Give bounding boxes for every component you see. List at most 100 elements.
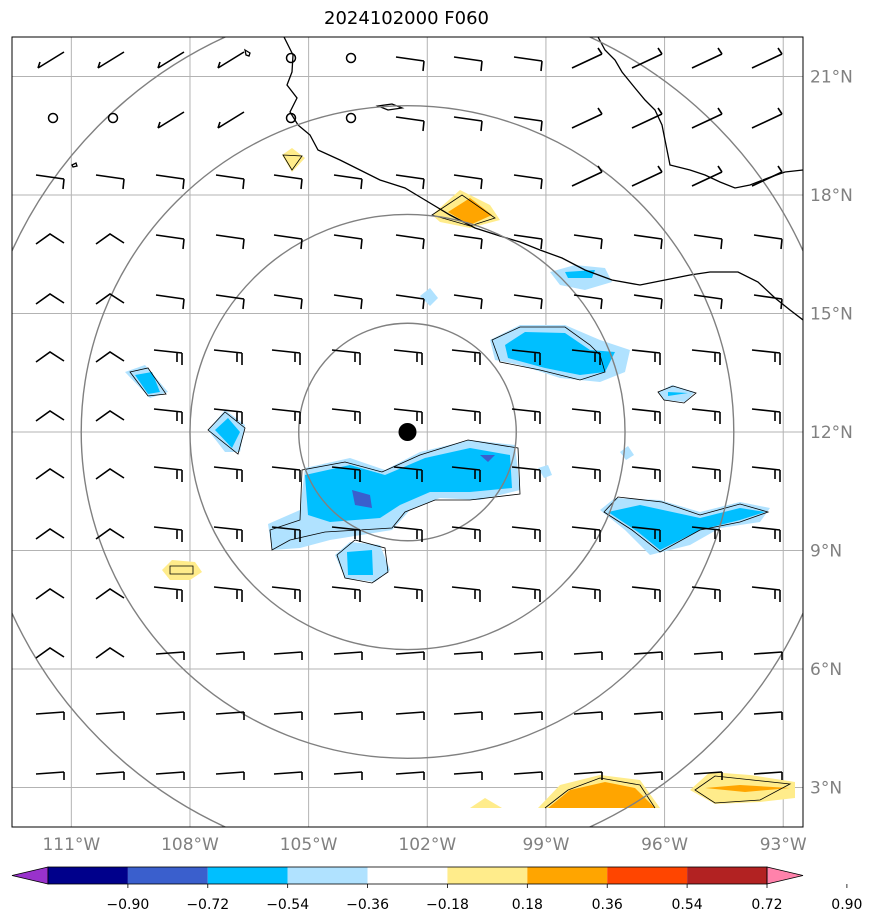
anomaly-contour: [544, 777, 656, 809]
anomaly-contour: [169, 565, 194, 575]
positive-anomaly-core: [448, 198, 492, 225]
wind-barb: [451, 466, 481, 482]
anomaly-contour: [336, 539, 389, 584]
anomaly-shading: [125, 148, 795, 809]
wind-barb: [693, 771, 723, 780]
wind-barb: [691, 349, 721, 365]
wind-barb: [213, 586, 243, 602]
colorbar-segment: [207, 867, 288, 884]
wind-barb: [215, 294, 245, 310]
positive-anomaly-core: [705, 785, 790, 792]
wind-barb: [215, 711, 245, 720]
wind-barb: [273, 711, 303, 720]
wind-barb: [393, 349, 423, 365]
colorbar-tick-label: −0.36: [346, 897, 389, 913]
wind-barb: [633, 234, 663, 250]
longitude-tick-label: 93°W: [760, 835, 807, 855]
wind-barb: [213, 349, 243, 365]
colorbar: [11, 866, 804, 885]
colorbar-tick-label: 0.54: [672, 897, 703, 913]
wind-barb: [35, 528, 65, 540]
negative-anomaly-strong: [480, 455, 495, 462]
wind-barb: [35, 293, 65, 305]
wind-barb: [631, 408, 661, 424]
latitude-tick-label: 3°N: [810, 779, 842, 799]
colorbar-segment: [687, 867, 767, 884]
anomaly-contour: [282, 154, 303, 171]
range-ring: [80, 105, 735, 759]
anomaly-contour: [694, 775, 792, 804]
map-title: 2024102000 F060: [324, 8, 489, 29]
wind-barb: [35, 233, 65, 245]
wind-barb: [453, 711, 483, 720]
wind-barb: [631, 165, 663, 187]
negative-anomaly-core: [135, 372, 160, 394]
wind-barb: [35, 771, 65, 780]
map-frame: [11, 36, 804, 828]
colorbar-tick-label: 0.36: [592, 897, 623, 913]
wind-barb: [217, 111, 245, 129]
wind-barb: [513, 174, 543, 190]
wind-barb: [155, 234, 185, 250]
calm-wind-marker: [47, 112, 59, 124]
latitude-tick-label: 18°N: [810, 186, 853, 206]
wind-barb: [153, 349, 183, 365]
wind-barb: [395, 174, 425, 190]
wind-barb: [751, 466, 781, 482]
wind-barb: [155, 711, 185, 720]
wind-barb: [573, 711, 603, 720]
wind-barb: [215, 771, 245, 780]
wind-barb: [35, 351, 65, 363]
negative-anomaly-strong: [352, 490, 372, 508]
calm-wind-marker: [285, 112, 297, 124]
wind-barb: [333, 771, 363, 780]
wind-barb: [273, 294, 303, 310]
wind-barb: [393, 466, 423, 482]
wind-barb: [631, 107, 663, 129]
colorbar-max-extend: [766, 866, 804, 885]
wind-barb: [95, 468, 125, 480]
wind-barb: [213, 408, 243, 424]
wind-barb: [453, 771, 483, 780]
wind-barb: [571, 47, 603, 69]
calm-wind-marker: [285, 52, 297, 64]
wind-barb: [331, 466, 361, 482]
wind-barb: [573, 771, 603, 780]
wind-barb: [693, 294, 723, 310]
wind-barb: [691, 586, 721, 602]
positive-anomaly-area: [282, 148, 305, 172]
wind-barb: [631, 349, 661, 365]
anomaly-contour: [657, 385, 697, 404]
latitude-tick-label: 12°N: [810, 423, 853, 443]
range-ring: [12, 37, 803, 827]
negative-anomaly-core: [347, 550, 373, 575]
wind-barb: [513, 711, 543, 720]
wind-barb: [95, 647, 125, 659]
colorbar-tick-label: 0.18: [512, 897, 543, 913]
colorbar-segment: [48, 867, 128, 884]
negative-anomaly-area: [620, 446, 634, 460]
wind-barb: [693, 651, 723, 660]
negative-anomaly-core: [215, 418, 240, 448]
longitude-labels: 111°W 108°W 105°W 102°W 99°W 96°W 93°W: [42, 835, 806, 855]
wind-barb: [95, 588, 125, 600]
wind-barb: [271, 408, 301, 424]
latitude-labels: 21°N 18°N 15°N 12°N 9°N 6°N 3°N: [810, 68, 853, 799]
wind-barb: [35, 468, 65, 480]
wind-barb: [95, 528, 125, 540]
wind-barb: [571, 408, 601, 424]
wind-barb: [451, 349, 481, 365]
wind-barb: [693, 711, 723, 720]
wind-barb: [395, 294, 425, 310]
negative-anomaly-core: [565, 270, 595, 278]
negative-anomaly-core: [668, 392, 688, 396]
anomaly-contour: [431, 194, 496, 227]
wind-barb: [333, 234, 363, 250]
wind-barb: [35, 711, 65, 720]
wind-barb: [633, 711, 663, 720]
longitude-tick-label: 99°W: [522, 835, 569, 855]
colorbar-tick-label: −0.18: [426, 897, 469, 913]
wind-barb: [153, 586, 183, 602]
wind-barb: [95, 410, 125, 422]
